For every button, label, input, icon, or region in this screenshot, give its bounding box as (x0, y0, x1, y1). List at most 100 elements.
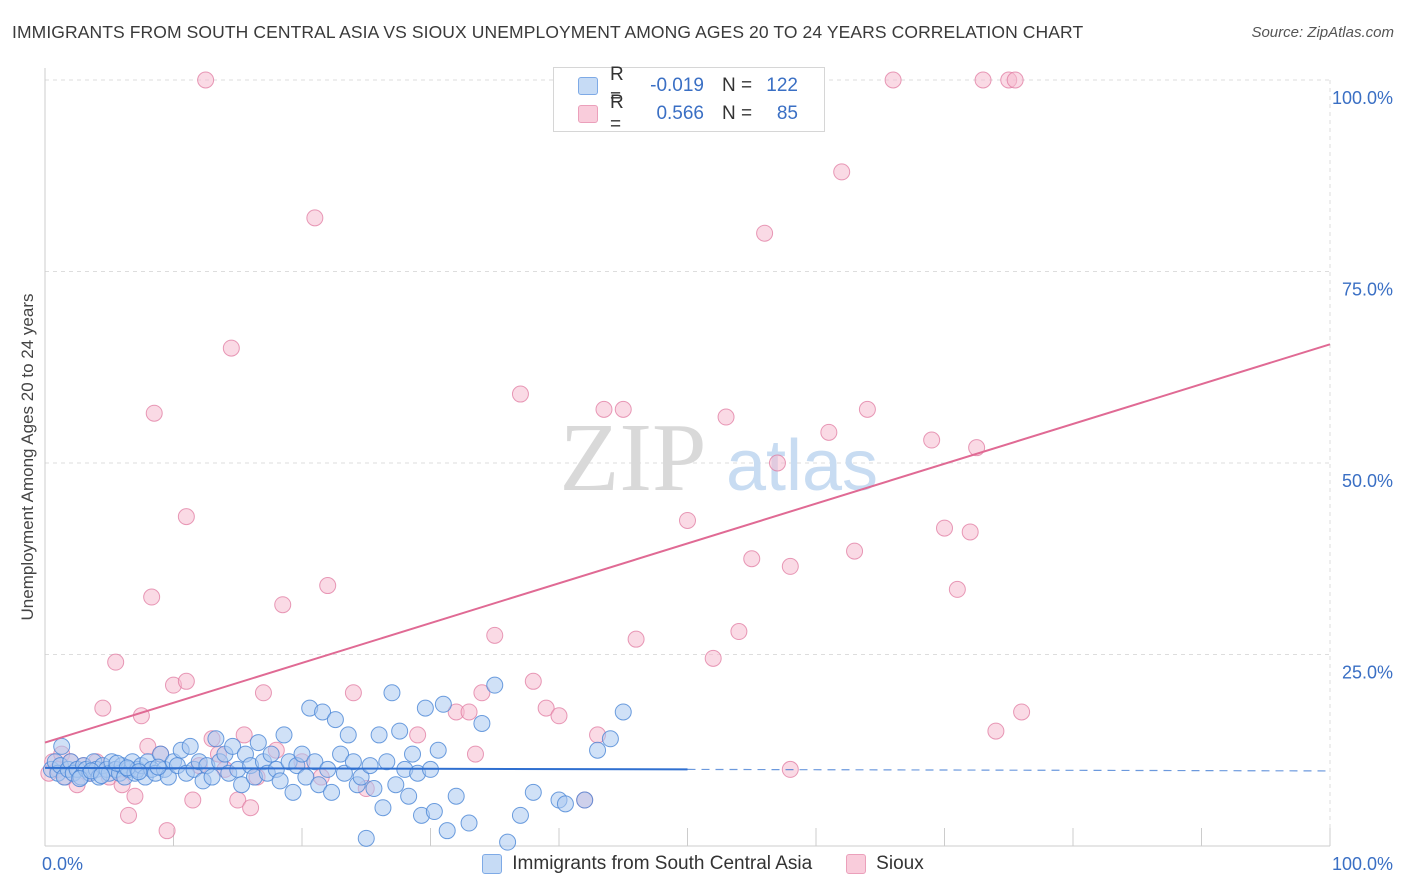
asia-points (42, 676, 632, 851)
tick-labels: 25.0% 50.0% 75.0% 100.0% 0.0% 100.0% (42, 88, 1393, 874)
y-tick-label: 75.0% (1342, 280, 1393, 300)
asia-point (460, 814, 478, 832)
asia-point (365, 780, 383, 798)
legend-r-label: R = (610, 64, 624, 107)
asia-point (249, 734, 267, 752)
sioux-point (254, 684, 272, 702)
asia-point (499, 833, 517, 851)
legend-item-sioux[interactable]: Sioux (846, 853, 924, 875)
y-tick-label: 100.0% (1332, 88, 1393, 108)
asia-point (374, 799, 392, 817)
sioux-point (120, 806, 138, 824)
y-axis-label: Unemployment Among Ages 20 to 24 years (18, 293, 37, 621)
asia-point (614, 703, 632, 721)
sioux-point (524, 672, 542, 690)
sioux-point (107, 653, 125, 671)
sioux-point (222, 339, 240, 357)
asia-point (601, 730, 619, 748)
sioux-point (833, 163, 851, 181)
asia-point (387, 776, 405, 794)
sioux-point (145, 404, 163, 422)
sioux-point (184, 791, 202, 809)
sioux-point (197, 71, 215, 89)
sioux-point (460, 703, 478, 721)
sioux-point (537, 699, 555, 717)
sioux-point (306, 209, 324, 227)
sioux-point (177, 672, 195, 690)
asia-point (332, 745, 350, 763)
legend-n-value-asia: 122 (766, 75, 798, 96)
sioux-point (704, 649, 722, 667)
asia-point (293, 745, 311, 763)
asia-point (53, 737, 71, 755)
watermark-zip: ZIP (560, 404, 707, 512)
asia-point (429, 741, 447, 759)
asia-point (224, 737, 242, 755)
source-credit: Source: ZipAtlas.com (1251, 24, 1394, 41)
asia-point (207, 730, 225, 748)
asia-point (416, 699, 434, 717)
sioux-point (923, 431, 941, 449)
sioux-point (846, 542, 864, 560)
sioux-point (242, 799, 260, 817)
sioux-point (948, 580, 966, 598)
sioux-point (409, 726, 427, 744)
y-tick-label: 25.0% (1342, 663, 1393, 683)
asia-point (310, 776, 328, 794)
asia-point (275, 726, 293, 744)
asia-point (447, 787, 465, 805)
legend-swatch-sioux (846, 854, 867, 874)
asia-point (181, 737, 199, 755)
asia-point (589, 741, 607, 759)
trend-lines (44, 343, 1331, 772)
sioux-points (40, 71, 1031, 840)
asia-point (339, 726, 357, 744)
sioux-point (126, 787, 144, 805)
asia-point (271, 772, 289, 790)
asia-point (344, 753, 362, 771)
asia-point (383, 684, 401, 702)
sioux-point (781, 557, 799, 575)
legend-swatch-sioux (578, 105, 598, 123)
sioux-point (730, 623, 748, 641)
sioux-point (756, 224, 774, 242)
asia-point (576, 791, 594, 809)
asia-point (233, 776, 251, 794)
legend-r-label: R = (610, 92, 624, 135)
asia-point (524, 783, 542, 801)
asia-point (323, 783, 341, 801)
asia-trend-extension (687, 768, 1331, 772)
axes (44, 68, 1331, 847)
legend-item-asia[interactable]: Immigrants from South Central Asia (482, 853, 812, 875)
asia-point (438, 822, 456, 840)
asia-trend-line (44, 766, 688, 771)
sioux-point (158, 822, 176, 840)
sioux-point (550, 707, 568, 725)
watermark-atlas: atlas (726, 426, 878, 506)
asia-point (486, 676, 504, 694)
sioux-point (936, 519, 953, 537)
asia-point (130, 763, 148, 781)
asia-point (473, 714, 491, 732)
sioux-point (679, 511, 696, 529)
legend-n-label: N = (722, 75, 753, 96)
sioux-point (511, 385, 529, 403)
x-tick-label: 100.0% (1332, 854, 1393, 874)
asia-point (326, 711, 344, 729)
x-tick-label: 0.0% (42, 854, 83, 874)
asia-point (400, 787, 418, 805)
sioux-point (1013, 703, 1031, 721)
legend-n-label: N = (722, 103, 753, 124)
asia-point (262, 745, 280, 763)
asia-point (284, 783, 302, 801)
sioux-point (858, 400, 876, 418)
asia-point (404, 745, 422, 763)
correlation-legend: R = -0.019 N = 122 R = 0.566 N = 85 (553, 64, 825, 135)
sioux-point (177, 508, 195, 526)
asia-point (306, 753, 324, 771)
sioux-point (473, 684, 491, 702)
asia-point (314, 703, 332, 721)
sioux-point (743, 550, 761, 568)
sioux-point (884, 71, 902, 89)
